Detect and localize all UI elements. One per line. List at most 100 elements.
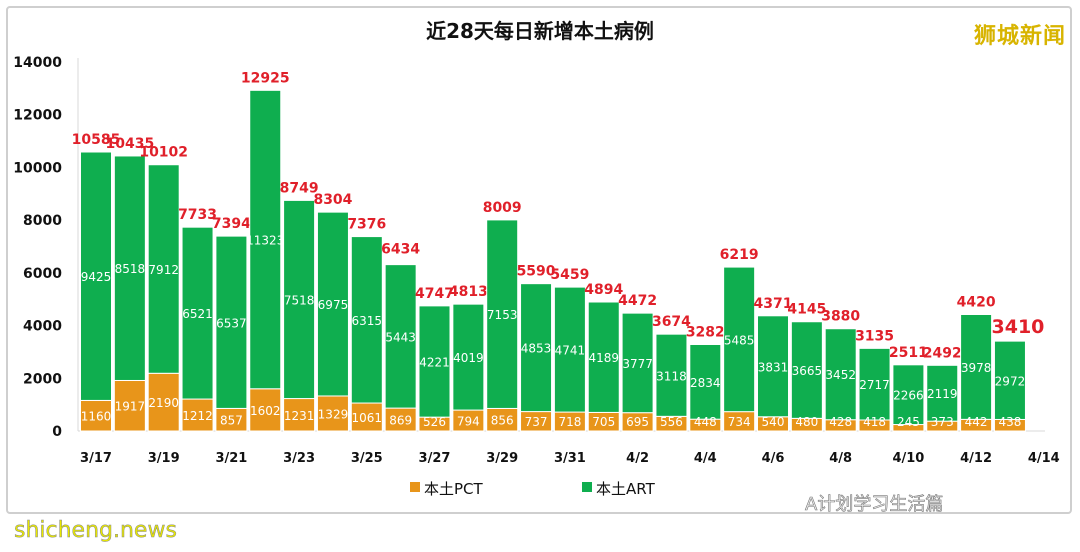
data-label-art: 3665 [792,364,823,378]
data-label-pct: 428 [829,415,852,429]
bar-art [621,312,654,414]
data-label-pct: 705 [592,415,615,429]
data-label-total: 5459 [550,267,589,283]
data-label-art: 7518 [284,293,315,307]
data-label-art: 7912 [148,263,179,277]
data-label-pct: 794 [457,415,480,429]
bar-pct [350,402,383,432]
data-label-art: 3777 [622,357,653,371]
bar-pct [283,398,316,432]
x-tick-label: 3/17 [80,451,112,466]
data-label-pct: 418 [863,415,886,429]
x-tick-label: 3/27 [419,451,451,466]
data-label-total: 10585 [72,132,121,148]
data-label-art: 6315 [352,314,383,328]
data-label-total: 7376 [347,217,386,233]
bar-pct [147,372,180,432]
data-label-art: 6521 [182,307,213,321]
data-label-art: 11323 [246,234,284,248]
data-label-total: 12925 [241,70,290,86]
bar-art [113,155,146,381]
data-label-pct: 556 [660,415,683,429]
data-label-pct: 2190 [148,396,179,410]
data-label-pct: 1231 [284,409,315,423]
legend-swatch-pct [410,482,420,492]
bar-art [215,235,248,409]
y-tick-label: 2000 [23,371,62,387]
data-label-pct: 245 [897,415,920,429]
bar-art [553,286,586,413]
data-label-art: 4221 [419,356,450,370]
y-tick-label: 10000 [13,160,62,176]
bar-art [824,328,857,421]
y-tick-label: 6000 [23,266,62,282]
y-tick-label: 0 [52,424,62,440]
data-label-total: 2492 [923,345,962,361]
x-tick-label: 3/19 [148,451,180,466]
data-label-art: 8518 [115,262,146,276]
data-label-art: 2717 [859,378,890,392]
bar-art [892,364,925,426]
data-label-pct: 718 [558,415,581,429]
data-label-pct: 1602 [250,404,281,418]
y-tick-label: 14000 [13,55,62,71]
data-label-pct: 448 [694,415,717,429]
x-tick-label: 3/31 [554,451,586,466]
data-label-art: 3118 [656,369,687,383]
bar-art [350,236,383,404]
bar-art [181,226,214,400]
data-label-pct: 373 [931,415,954,429]
data-label-pct: 734 [728,415,751,429]
chart-frame [6,6,1072,514]
chart-title: 近28天每日新增本土病例 [426,19,654,43]
data-label-art: 2972 [995,374,1026,388]
x-tick-label: 4/4 [694,451,717,466]
data-label-total: 8009 [483,200,522,216]
data-label-total: 3674 [652,314,691,330]
bar-art [790,321,823,419]
data-label-total: 3880 [821,309,860,325]
data-label-pct: 526 [423,415,446,429]
data-label-art: 3831 [758,360,789,374]
bar-art [316,211,349,397]
bar-art [520,283,553,413]
data-label-pct: 856 [491,414,514,428]
data-label-total: 4371 [754,296,793,312]
bar-art [587,301,620,413]
data-label-art: 2834 [690,376,721,390]
x-tick-label: 3/29 [486,451,518,466]
data-label-art: 5443 [385,330,416,344]
y-tick-label: 12000 [13,108,62,124]
bar-art [452,303,485,411]
bar-art [147,164,180,374]
data-label-total: 6219 [720,247,759,263]
data-label-total: 10435 [105,136,154,152]
x-tick-label: 4/6 [762,451,785,466]
bar-art [993,340,1026,420]
bar-art [486,219,519,409]
data-label-total: 4420 [957,295,996,311]
bar-art [249,89,282,390]
data-label-total: 4894 [584,282,623,298]
bar-pct [80,399,112,432]
x-tick-label: 4/12 [960,451,992,466]
data-label-pct: 1061 [352,411,383,425]
data-label-pct: 857 [220,414,243,428]
data-label-pct: 480 [795,415,818,429]
data-label-total: 8749 [280,180,319,196]
logo: 狮城新闻 [973,24,1066,49]
x-tick-label: 4/8 [829,451,852,466]
y-tick-label: 8000 [23,213,62,229]
data-label-total: 3410 [992,316,1045,338]
bar-pct [249,388,282,432]
data-label-total: 4145 [787,302,826,318]
data-label-art: 4741 [555,344,586,358]
data-label-total: 4813 [449,284,488,300]
data-label-art: 2119 [927,387,958,401]
data-label-pct: 1212 [182,409,213,423]
data-label-art: 6537 [216,316,247,330]
data-label-total: 7733 [178,207,217,223]
x-tick-label: 4/10 [892,451,924,466]
data-label-art: 5485 [724,333,755,347]
